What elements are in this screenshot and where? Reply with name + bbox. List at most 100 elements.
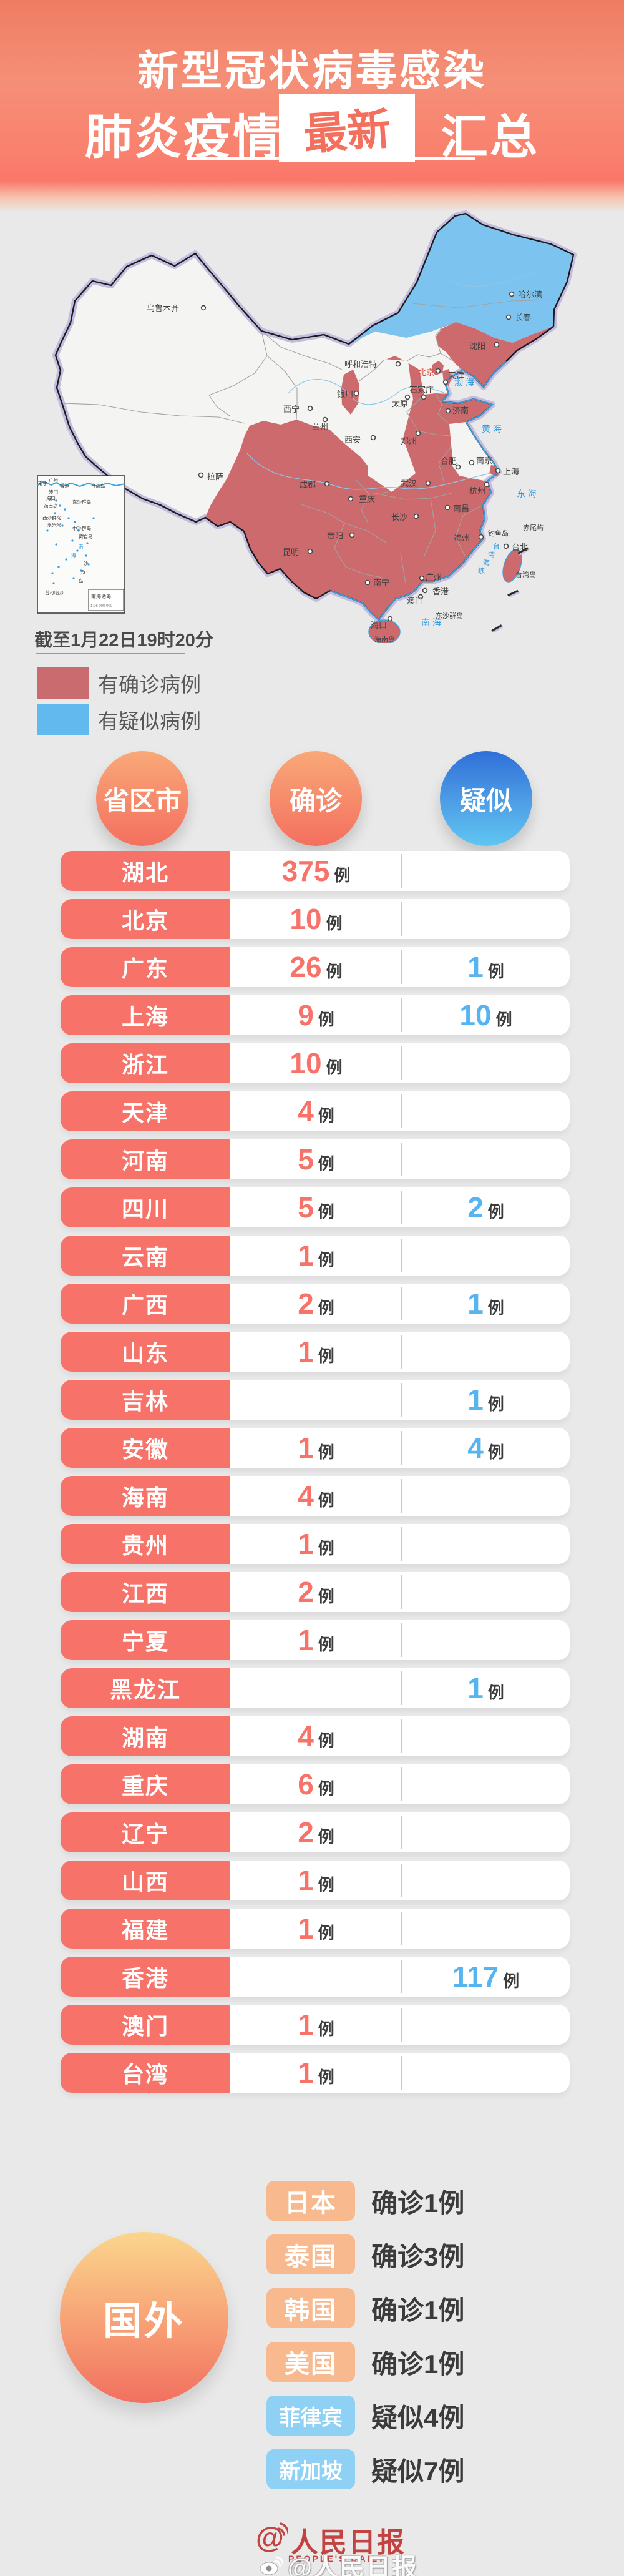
confirmed-cell: 2 例 [230, 1572, 402, 1612]
city-dot [415, 430, 421, 436]
inset-label: 中沙群岛 [72, 525, 91, 531]
country-tag: 日本 [266, 2181, 355, 2221]
column-divider [401, 1767, 402, 1801]
city-label: 上海 [503, 467, 519, 476]
table-row: 四川 5 例 2 例 [61, 1187, 570, 1227]
suspected-cell [402, 1091, 570, 1131]
city-dot [494, 342, 500, 348]
city-dot [200, 305, 207, 311]
city-dot [324, 481, 330, 487]
confirmed-unit: 例 [318, 1443, 334, 1462]
table-row: 天津 4 例 [61, 1091, 570, 1131]
confirmed-value: 375 [281, 855, 330, 887]
country-tag: 韩国 [266, 2288, 355, 2328]
legend-confirmed-label: 有确诊病例 [98, 673, 201, 696]
inset-label: 永兴岛 [47, 521, 62, 528]
table-row: 广东 26 例 1 例 [61, 947, 570, 987]
province-name: 山西 [121, 1869, 169, 1895]
city-label: 长沙 [391, 513, 407, 522]
confirmed-cell: 4 例 [230, 1716, 402, 1756]
inset-title: 南海诸岛 [91, 593, 111, 599]
suspected-unit: 例 [487, 1202, 504, 1221]
inset-label: 东沙群岛 [72, 499, 91, 505]
table-row: 山东 1 例 [61, 1332, 570, 1372]
country-tag: 泰国 [266, 2234, 355, 2274]
city-label: 南京 [476, 456, 492, 465]
province-pill: 宁夏 [61, 1620, 230, 1660]
suspected-cell [402, 2053, 570, 2093]
province-name: 湖北 [121, 860, 169, 885]
confirmed-cell: 1 例 [230, 1620, 402, 1660]
city-label: 杭州 [469, 486, 485, 496]
confirmed-value: 5 [298, 1143, 314, 1176]
city-dot [509, 291, 515, 297]
table-row: 福建 1 例 [61, 1909, 570, 1949]
column-divider [401, 1143, 402, 1176]
city-label: 乌鲁木齐 [147, 303, 179, 313]
island-label: 台湾岛 [515, 570, 536, 579]
island-label: 钓鱼岛 [488, 529, 509, 538]
suspected-cell [402, 1909, 570, 1949]
city-dot [353, 390, 359, 396]
table-row: 山西 1 例 [61, 1861, 570, 1900]
suspected-cell [402, 899, 570, 939]
province-name: 重庆 [121, 1773, 169, 1799]
column-divider [401, 1239, 402, 1272]
column-divider [401, 1383, 402, 1417]
suspected-value: 1 [467, 1672, 484, 1704]
suspected-cell [402, 1716, 570, 1756]
city-dot [435, 368, 441, 374]
title-line1: 新型冠状病毒感染 [137, 47, 487, 94]
province-pill: 澳门 [61, 2005, 230, 2045]
confirmed-value: 10 [290, 1047, 322, 1079]
suspected-cell [402, 1572, 570, 1612]
province-pill: 广东 [61, 947, 230, 987]
column-divider [401, 1671, 402, 1705]
legend-confirmed-swatch [37, 667, 89, 699]
confirmed-value: 1 [298, 1624, 314, 1656]
confirmed-value: 4 [298, 1480, 314, 1512]
confirmed-unit: 例 [318, 1251, 334, 1269]
confirmed-unit: 例 [318, 1587, 334, 1606]
column-divider [401, 1479, 402, 1513]
confirmed-value: 10 [290, 903, 322, 935]
city-dot [198, 472, 204, 478]
inset-label: 沙 [84, 561, 89, 566]
china-map-svg: 南宁广州香港澳门台湾岛海口海南岛东沙群岛西沙群岛永兴岛中沙群岛黄岩岛沙群岛曾母暗… [37, 210, 577, 644]
confirmed-cell: 375 例 [230, 851, 402, 891]
confirmed-value: 1 [298, 1335, 314, 1368]
table-row: 香港 117 例 [61, 1957, 570, 1997]
confirmed-value: 26 [290, 951, 322, 983]
confirmed-value: 1 [298, 1432, 314, 1464]
column-divider [401, 1046, 402, 1080]
province-pill: 福建 [61, 1909, 230, 1949]
confirmed-cell: 5 例 [230, 1139, 402, 1179]
confirmed-cell: 4 例 [230, 1091, 402, 1131]
confirmed-unit: 例 [334, 866, 351, 885]
province-name: 吉林 [121, 1389, 169, 1414]
city-label: 兰州 [312, 422, 328, 431]
province-name: 北京 [121, 908, 169, 933]
confirmed-value: 5 [298, 1191, 314, 1224]
foreign-row: 日本 确诊1例 [266, 2181, 464, 2221]
suspected-cell [402, 2005, 570, 2045]
city-label: 昆明 [283, 548, 299, 557]
column-divider [401, 1094, 402, 1128]
suspected-cell: 1 例 [402, 1380, 570, 1420]
table-row: 台湾 1 例 [61, 2053, 570, 2093]
confirmed-unit: 例 [318, 1539, 334, 1558]
confirmed-cell: 1 例 [230, 1236, 402, 1276]
confirmed-cell [230, 1668, 402, 1708]
country-tag: 新加坡 [266, 2449, 355, 2489]
city-dot [469, 460, 475, 466]
confirmed-cell: 1 例 [230, 1332, 402, 1372]
table-row: 湖北 375 例 [61, 851, 570, 891]
province-pill: 辽宁 [61, 1812, 230, 1852]
province-name: 辽宁 [121, 1821, 169, 1847]
table-row: 河南 5 例 [61, 1139, 570, 1179]
legend-suspected-swatch [37, 704, 89, 735]
foreign-row: 新加坡 疑似7例 [266, 2449, 464, 2489]
province-pill: 黑龙江 [61, 1668, 230, 1708]
province-pill: 上海 [61, 995, 230, 1035]
